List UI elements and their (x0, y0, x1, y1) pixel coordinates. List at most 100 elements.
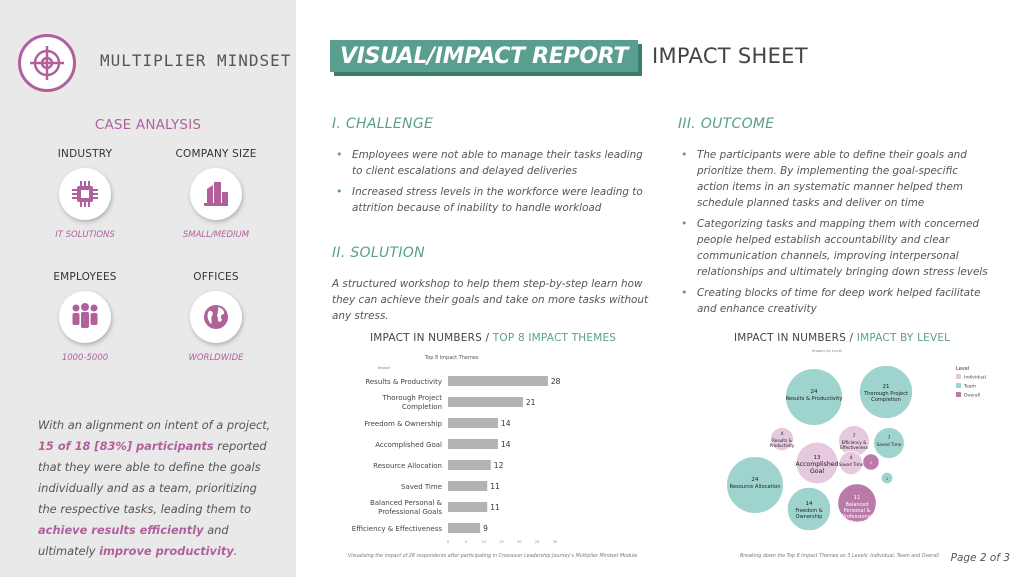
offices-label: OFFICES (193, 271, 239, 283)
bubble-value: 7 (888, 435, 891, 441)
legend-swatch (956, 374, 961, 379)
tick-label: Efficiency & Effectiveness (352, 525, 443, 533)
company-size-label: COMPANY SIZE (175, 148, 257, 160)
people-icon (59, 291, 111, 343)
case-summary: With an alignment on intent of a project… (38, 418, 271, 558)
bubble-value: 11 (854, 495, 861, 501)
x-tick-label: 20 (517, 540, 521, 544)
solution-text: A structured workshop to help them step-… (332, 278, 649, 322)
case-analysis-title: CASE ANALYSIS (94, 117, 202, 133)
bubble-label: Thorough Project Completion (863, 391, 908, 403)
bubble (785, 368, 843, 426)
data-label: 11 (490, 503, 500, 512)
legend-label: Team (963, 384, 976, 390)
bubble-label: Resource Allocation (729, 484, 780, 490)
data-label: 9 (483, 524, 488, 533)
bubble-value: 24 (752, 477, 759, 483)
chip-icon (59, 168, 111, 220)
bubble-value: 2 (870, 461, 872, 465)
chart-title: Impact by Level (812, 348, 842, 353)
building-icon (190, 168, 242, 220)
bar (448, 460, 491, 470)
bubble-value: 4 (781, 431, 784, 437)
industry-tile: INDUSTRY IT SOLUTIONS (30, 148, 140, 240)
report-title: VISUAL/IMPACT REPORT (340, 43, 629, 69)
outcome-list: The participants were able to define the… (679, 147, 989, 322)
offices-tile: OFFICES WORLDWIDE (161, 271, 271, 363)
bubble-label: Efficiency & Effectiveness (840, 440, 868, 450)
tick-label: Balanced Personal & Professional Goals (370, 499, 443, 516)
chart2-caption: Breaking down the Top 8 Impact Themes on… (740, 554, 939, 559)
data-label: 12 (494, 461, 504, 470)
bar (448, 397, 523, 407)
x-tick-label: 30 (553, 540, 557, 544)
legend-title: Level (956, 366, 969, 372)
bar (448, 502, 488, 512)
industry-value: IT SOLUTIONS (55, 230, 115, 240)
legend-swatch (956, 392, 961, 397)
chart-title: Top 8 Impact Themes (424, 355, 479, 361)
page-number: Page 2 of 3 (950, 552, 1010, 564)
offices-value: WORLDWIDE (188, 353, 244, 363)
bar (448, 418, 498, 428)
bar (448, 523, 481, 533)
list-item: Increased stress levels in the workforce… (334, 184, 644, 216)
x-tick-label: 15 (499, 540, 503, 544)
list-item: Categorizing tasks and mapping them with… (679, 216, 989, 280)
solution-title: II. SOLUTION (332, 245, 425, 261)
challenge-title: I. CHALLENGE (332, 116, 434, 132)
list-item: Creating blocks of time for deep work he… (679, 285, 989, 317)
list-item: The participants were able to define the… (679, 147, 989, 211)
company-size-value: SMALL/MEDIUM (182, 230, 250, 240)
employees-value: 1000-5000 (61, 353, 109, 363)
globe-icon (190, 291, 242, 343)
x-tick-label: 25 (535, 540, 539, 544)
company-size-tile: COMPANY SIZE SMALL/MEDIUM (161, 148, 271, 240)
bar (448, 481, 488, 491)
bubble-value: 14 (806, 501, 813, 507)
tick-label: Saved Time (401, 483, 442, 491)
chart2-header: IMPACT IN NUMBERS / IMPACT BY LEVEL (734, 332, 951, 344)
bubble-label: Results & Productivity (770, 438, 795, 448)
bubble-label: Saved Time (839, 462, 864, 467)
bubble-value: 4 (850, 455, 853, 461)
x-tick-label: 10 (481, 540, 485, 544)
data-label: 11 (490, 482, 500, 491)
bubble (770, 427, 795, 452)
report-title-banner: VISUAL/IMPACT REPORT (330, 40, 639, 72)
bubble-label: Balanced Personal & Professional Goals (842, 502, 872, 526)
data-label: 14 (501, 440, 511, 449)
impact-themes-bar-chart: Top 8 Impact Themes Impact Results & Produ… (352, 355, 561, 544)
bar (448, 376, 548, 386)
bubble-label: Freedom & Ownership (795, 508, 822, 520)
bubble-value: 7 (853, 433, 856, 439)
tick-label: Results & Productivity (365, 378, 442, 386)
bubble (862, 453, 880, 471)
chart1-caption: Visualizing the impact of 28 respondents… (348, 554, 638, 559)
brand-name: MULTIPLIER MINDSET (100, 51, 292, 70)
chart1-header: IMPACT IN NUMBERS / TOP 8 IMPACT THEMES (370, 332, 617, 344)
bar (448, 439, 498, 449)
legend-label: Impact (378, 366, 391, 370)
employees-label: EMPLOYEES (53, 271, 117, 283)
bubble-value: 24 (811, 389, 818, 395)
bubble (786, 486, 832, 532)
tick-label: Resource Allocation (373, 462, 442, 470)
bubble-label: Accomplished Goal (796, 461, 839, 475)
challenge-list: Employees were not able to manage their … (334, 147, 644, 221)
tick-label: Thorough Project Completion (382, 394, 443, 411)
report-subtitle: IMPACT SHEET (652, 44, 808, 68)
bubble (859, 365, 913, 419)
bubble (726, 456, 784, 514)
bubble (880, 471, 894, 485)
list-item: Employees were not able to manage their … (334, 147, 644, 179)
data-label: 14 (501, 419, 511, 428)
data-label: 21 (526, 398, 536, 407)
bubble-value: 13 (814, 455, 821, 461)
bubble (837, 483, 877, 523)
industry-label: INDUSTRY (57, 148, 113, 160)
target-logo-icon (18, 34, 76, 92)
bubble-value: 1 (886, 477, 888, 481)
employees-tile: EMPLOYEES 1000-5000 (30, 271, 140, 363)
